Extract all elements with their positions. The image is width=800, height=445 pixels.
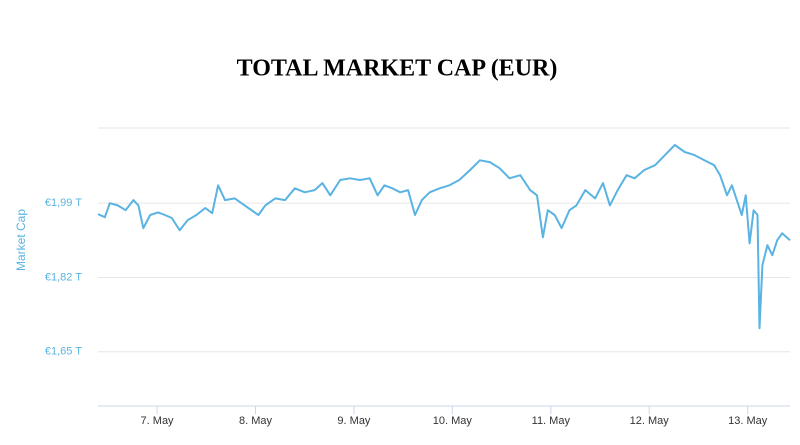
y-tick-label: €1,99 T	[45, 197, 82, 209]
x-tick-label: 11. May	[532, 415, 571, 427]
line-series	[97, 144, 791, 330]
y-tick-label: €1,65 T	[45, 346, 82, 358]
x-tick-label: 12. May	[630, 415, 670, 427]
x-tick-label: 7. May	[141, 415, 175, 427]
y-tick-label: €1,82 T	[45, 271, 82, 283]
x-tick-label: 10. May	[433, 415, 473, 427]
y-axis-title: Market Cap	[14, 209, 28, 271]
x-tick-label: 13. May	[728, 415, 768, 427]
chart-title: TOTAL MARKET CAP (EUR)	[237, 56, 558, 82]
x-tick-label: 8. May	[239, 415, 273, 427]
x-tick-label: 9. May	[337, 415, 371, 427]
